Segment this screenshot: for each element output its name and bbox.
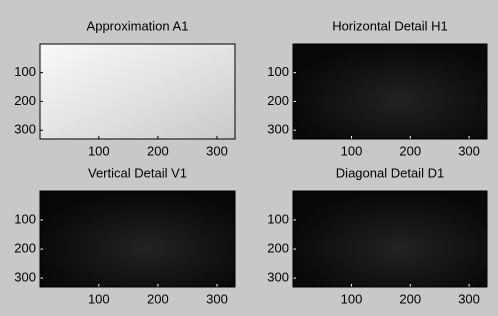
y-tick-label: 100	[267, 211, 289, 226]
y-tick-label: 100	[14, 211, 36, 226]
x-tick-label: 100	[88, 291, 110, 306]
x-tick-label: 200	[399, 291, 421, 306]
image-shading	[293, 44, 487, 139]
subplot-title: Vertical Detail V1	[88, 165, 187, 180]
x-tick-label: 200	[147, 143, 169, 158]
y-tick-label: 200	[14, 240, 36, 255]
y-tick-label: 300	[267, 270, 289, 285]
x-tick-label: 300	[206, 143, 228, 158]
image-shading	[40, 44, 235, 139]
image-shading	[40, 191, 235, 287]
x-tick-label: 100	[341, 291, 363, 306]
figure: Approximation A1 100 200 300 100 200 300 Horizo…	[0, 0, 498, 316]
subplot-title: Diagonal Detail D1	[336, 165, 444, 180]
subplot-title: Approximation A1	[87, 18, 189, 33]
y-tick-label: 200	[267, 240, 289, 255]
y-tick-label: 200	[14, 93, 36, 108]
y-tick-label: 300	[14, 122, 36, 137]
y-tick-label: 300	[14, 270, 36, 285]
x-tick-label: 200	[147, 291, 169, 306]
x-tick-label: 200	[399, 143, 421, 158]
image-shading	[293, 191, 487, 287]
y-tick-label: 100	[267, 64, 289, 79]
x-tick-label: 300	[458, 291, 480, 306]
y-tick-label: 100	[14, 64, 36, 79]
y-tick-label: 300	[267, 122, 289, 137]
subplot-title: Horizontal Detail H1	[332, 18, 448, 33]
x-tick-label: 100	[341, 143, 363, 158]
x-tick-label: 300	[206, 291, 228, 306]
x-tick-label: 300	[458, 143, 480, 158]
y-tick-label: 200	[267, 93, 289, 108]
x-tick-label: 100	[88, 143, 110, 158]
